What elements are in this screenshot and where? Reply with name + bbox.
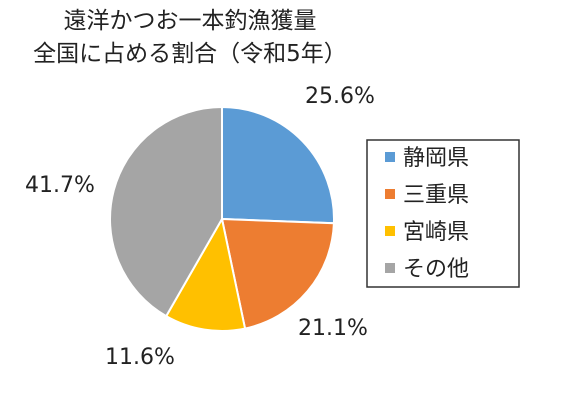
legend-label-1: 静岡県 bbox=[403, 146, 469, 171]
data-label-1: 25.6% bbox=[305, 84, 375, 109]
legend-label-3: 宮崎県 bbox=[403, 220, 469, 245]
data-label-3: 11.6% bbox=[105, 345, 175, 370]
pie-slice-2 bbox=[220, 217, 335, 330]
legend-swatch-2 bbox=[385, 189, 395, 199]
chart-title-line-1: 遠洋かつお一本釣漁獲量 bbox=[64, 8, 317, 34]
chart-title-line-2: 全国に占める割合（令和5年） bbox=[33, 41, 347, 67]
legend-swatch-3 bbox=[385, 226, 395, 236]
legend-box bbox=[366, 139, 520, 288]
data-label-2: 21.1% bbox=[298, 316, 368, 341]
legend-swatch-4 bbox=[385, 263, 395, 273]
legend-label-4: その他 bbox=[403, 257, 469, 282]
data-labels: 25.6% 21.1% 11.6% 41.7% bbox=[25, 84, 375, 370]
pie-slice-4 bbox=[109, 105, 223, 318]
data-label-4: 41.7% bbox=[25, 173, 95, 198]
pie-slices bbox=[109, 105, 335, 332]
legend-swatch-1 bbox=[385, 152, 395, 162]
pie-slice-3 bbox=[164, 216, 247, 332]
pie-slice-1 bbox=[221, 105, 335, 225]
legend-label-2: 三重県 bbox=[403, 183, 469, 208]
